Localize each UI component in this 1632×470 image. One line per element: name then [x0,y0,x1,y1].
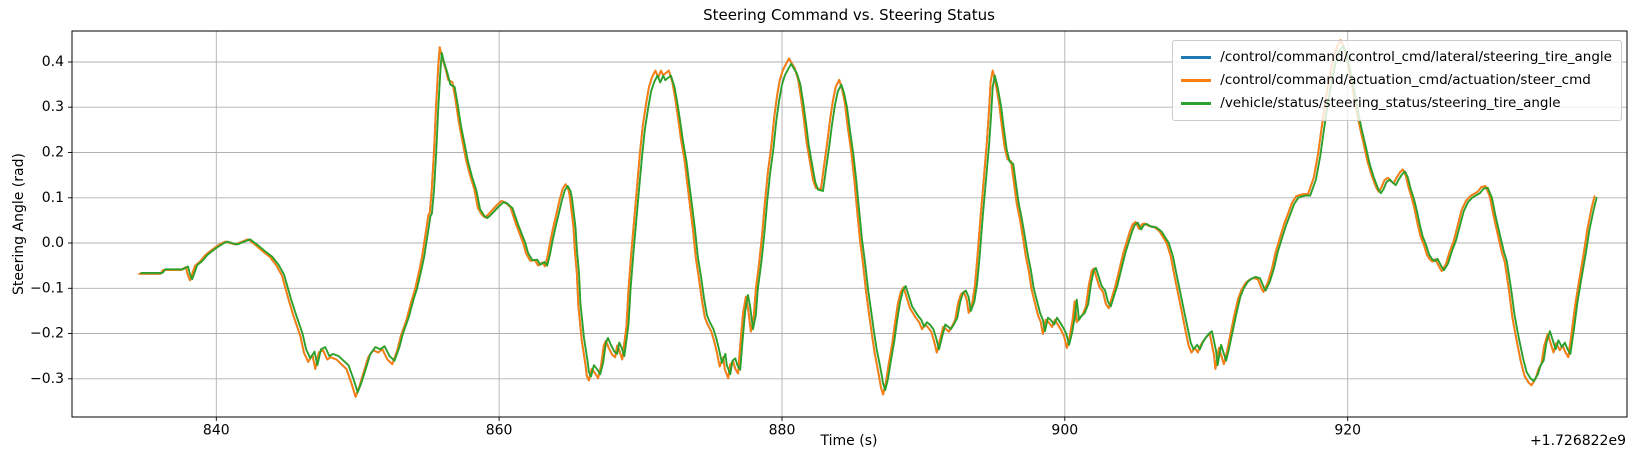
legend-entry: /control/command/control_cmd/lateral/ste… [1181,46,1612,69]
y-tick-label: 0.3 [42,99,64,115]
y-tick-label: 0.2 [42,145,64,161]
chart-title: Steering Command vs. Steering Status [703,6,995,24]
axes-spines [71,30,1628,418]
x-tick-label: 880 [769,423,796,439]
legend-label: /vehicle/status/steering_status/steering… [1220,94,1561,111]
legend-line-sample [1181,56,1212,59]
legend-label: /control/command/actuation_cmd/actuation… [1220,71,1591,88]
legend: /control/command/control_cmd/lateral/ste… [1172,40,1622,121]
y-tick-label: −0.2 [30,326,64,342]
y-tick-label: 0.4 [42,54,64,70]
legend-label: /control/command/control_cmd/lateral/ste… [1220,48,1612,65]
x-axis-label: Time (s) [820,433,878,449]
y-tick-label: −0.1 [30,280,64,296]
legend-entry: /control/command/actuation_cmd/actuation… [1181,69,1612,92]
x-tick-label: 920 [1334,423,1361,439]
x-tick-label: 900 [1051,423,1078,439]
x-axis-offset-text: +1.726822e9 [1529,433,1626,449]
legend-line-sample [1181,79,1212,82]
x-tick-label: 840 [203,423,230,439]
legend-line-sample [1181,102,1212,105]
y-axis-label: Steering Angle (rad) [11,153,27,295]
y-tick-label: −0.3 [30,371,64,387]
y-tick-label: 0.1 [42,190,64,206]
x-tick-label: 860 [486,423,513,439]
y-tick-label: 0.0 [42,235,64,251]
legend-entry: /vehicle/status/steering_status/steering… [1181,92,1612,115]
